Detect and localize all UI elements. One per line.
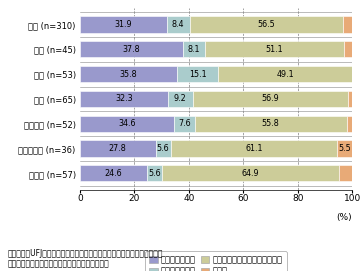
Text: 5.6: 5.6 bbox=[148, 169, 161, 178]
Bar bbox=[177, 66, 219, 82]
Text: 35.8: 35.8 bbox=[120, 70, 138, 79]
Bar bbox=[80, 116, 174, 132]
Bar bbox=[189, 16, 343, 33]
Text: 56.9: 56.9 bbox=[261, 94, 279, 104]
Text: 61.1: 61.1 bbox=[245, 144, 263, 153]
Bar bbox=[80, 16, 167, 33]
Text: 51.1: 51.1 bbox=[266, 45, 283, 54]
Text: 7.6: 7.6 bbox=[178, 119, 191, 128]
Bar bbox=[193, 91, 348, 107]
Text: (%): (%) bbox=[337, 213, 352, 222]
Text: 56.5: 56.5 bbox=[258, 20, 276, 29]
Legend: 数量が増加した, 数量が減少した, 数量はほとんど変わらなかった, 無回答: 数量が増加した, 数量が減少した, 数量はほとんど変わらなかった, 無回答 bbox=[145, 251, 287, 271]
Text: 64.9: 64.9 bbox=[242, 169, 259, 178]
Text: 8.1: 8.1 bbox=[188, 45, 200, 54]
Text: 27.8: 27.8 bbox=[109, 144, 127, 153]
Bar bbox=[183, 41, 205, 57]
Text: 5.6: 5.6 bbox=[157, 144, 170, 153]
Bar bbox=[174, 116, 195, 132]
Bar bbox=[343, 16, 352, 33]
Text: 24.6: 24.6 bbox=[105, 169, 122, 178]
Bar bbox=[348, 91, 352, 107]
Text: 15.1: 15.1 bbox=[189, 70, 207, 79]
Bar bbox=[171, 140, 337, 157]
Bar bbox=[147, 165, 162, 182]
Text: 5.5: 5.5 bbox=[338, 144, 351, 153]
Bar bbox=[80, 91, 168, 107]
Text: 37.8: 37.8 bbox=[122, 45, 140, 54]
Text: 資料：三菱UFJリサーチ＆コンサルティング「為替変動に対する企業の価
　格設定行動等についての調査分析」から作成。: 資料：三菱UFJリサーチ＆コンサルティング「為替変動に対する企業の価 格設定行動… bbox=[7, 249, 163, 268]
Bar bbox=[344, 41, 352, 57]
Text: 34.6: 34.6 bbox=[118, 119, 136, 128]
Bar bbox=[156, 140, 171, 157]
Bar bbox=[80, 66, 177, 82]
Bar bbox=[162, 165, 339, 182]
Text: 8.4: 8.4 bbox=[172, 20, 184, 29]
Bar bbox=[337, 140, 352, 157]
Text: 55.8: 55.8 bbox=[262, 119, 280, 128]
Bar bbox=[205, 41, 344, 57]
Text: 49.1: 49.1 bbox=[277, 70, 294, 79]
Bar bbox=[195, 116, 347, 132]
Bar bbox=[168, 91, 193, 107]
Bar bbox=[347, 116, 352, 132]
Bar bbox=[80, 140, 156, 157]
Bar bbox=[339, 165, 352, 182]
Text: 9.2: 9.2 bbox=[174, 94, 187, 104]
Bar bbox=[80, 41, 183, 57]
Text: 32.3: 32.3 bbox=[115, 94, 132, 104]
Bar bbox=[80, 165, 147, 182]
Bar bbox=[219, 66, 352, 82]
Bar bbox=[167, 16, 189, 33]
Text: 31.9: 31.9 bbox=[114, 20, 132, 29]
